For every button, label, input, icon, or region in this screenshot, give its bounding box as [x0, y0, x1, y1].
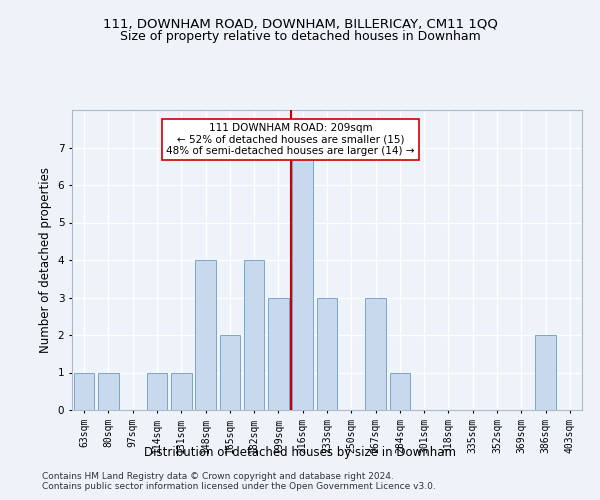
Bar: [292, 148, 313, 410]
Bar: [74, 372, 94, 410]
Bar: [171, 372, 191, 410]
Text: Contains HM Land Registry data © Crown copyright and database right 2024.: Contains HM Land Registry data © Crown c…: [42, 472, 394, 481]
Bar: [268, 298, 289, 410]
Bar: [535, 335, 556, 410]
Bar: [146, 372, 167, 410]
Y-axis label: Number of detached properties: Number of detached properties: [39, 167, 52, 353]
Bar: [220, 335, 240, 410]
Bar: [389, 372, 410, 410]
Bar: [365, 298, 386, 410]
Bar: [98, 372, 119, 410]
Text: 111, DOWNHAM ROAD, DOWNHAM, BILLERICAY, CM11 1QQ: 111, DOWNHAM ROAD, DOWNHAM, BILLERICAY, …: [103, 18, 497, 30]
Text: 111 DOWNHAM ROAD: 209sqm
← 52% of detached houses are smaller (15)
48% of semi-d: 111 DOWNHAM ROAD: 209sqm ← 52% of detach…: [166, 123, 415, 156]
Text: Size of property relative to detached houses in Downham: Size of property relative to detached ho…: [119, 30, 481, 43]
Bar: [317, 298, 337, 410]
Text: Contains public sector information licensed under the Open Government Licence v3: Contains public sector information licen…: [42, 482, 436, 491]
Bar: [195, 260, 216, 410]
Bar: [244, 260, 265, 410]
Text: Distribution of detached houses by size in Downham: Distribution of detached houses by size …: [144, 446, 456, 459]
